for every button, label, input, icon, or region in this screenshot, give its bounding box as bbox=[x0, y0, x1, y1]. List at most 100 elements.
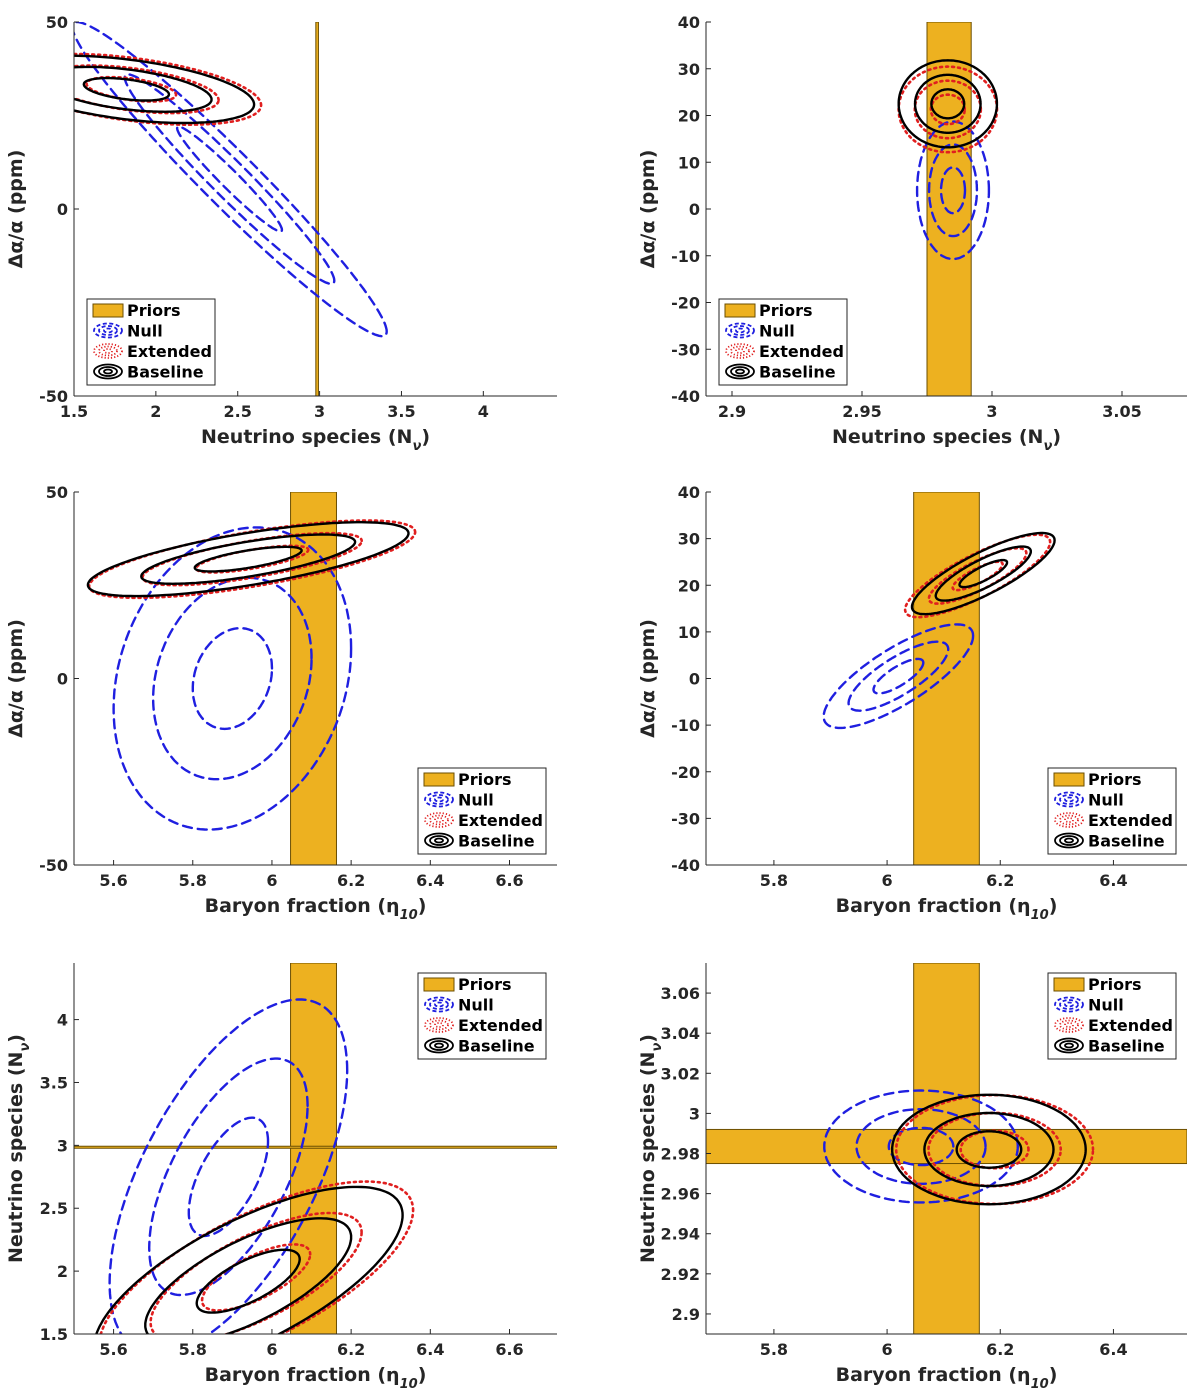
legend-extended-swatch bbox=[725, 343, 755, 359]
legend-extended-swatch bbox=[93, 343, 123, 359]
baseline-contour-2 bbox=[913, 73, 982, 134]
y-tick-label: -10 bbox=[671, 247, 700, 266]
x-tick-label: 1.5 bbox=[60, 402, 88, 421]
baseline-contour-1 bbox=[82, 76, 171, 102]
legend-label-priors: Priors bbox=[458, 770, 512, 789]
x-tick-label: 6.4 bbox=[416, 871, 444, 890]
baseline-contour-3 bbox=[86, 521, 410, 598]
x-tick-label: 6.2 bbox=[337, 871, 365, 890]
x-tick-label: 6.6 bbox=[495, 871, 523, 890]
x-tick-label: 3 bbox=[986, 402, 997, 421]
plot-area bbox=[822, 492, 1056, 865]
legend-label-null: Null bbox=[1088, 791, 1124, 810]
plot-area bbox=[86, 492, 417, 865]
y-tick-label: 40 bbox=[678, 483, 700, 502]
legend-priors-swatch bbox=[423, 772, 455, 787]
legend-label-extended: Extended bbox=[1088, 811, 1173, 830]
y-tick-label: 10 bbox=[678, 153, 700, 172]
y-tick-label: 30 bbox=[678, 530, 700, 549]
legend-null-swatch bbox=[1054, 791, 1084, 808]
null-contour-2 bbox=[123, 73, 336, 285]
y-tick-label: 2.96 bbox=[661, 1185, 700, 1204]
x-tick-label: 2 bbox=[150, 402, 161, 421]
baseline-contour-1 bbox=[958, 558, 1009, 589]
legend-label-baseline: Baseline bbox=[458, 832, 535, 851]
null-contour-2 bbox=[927, 143, 979, 238]
y-tick-label: -30 bbox=[671, 340, 700, 359]
y-tick-label: 2.92 bbox=[661, 1265, 700, 1284]
y-tick-label: -10 bbox=[671, 716, 700, 735]
panel-5: 5.6 5.8 6 6.2 6.4 6.6 1.5 2 2.5 3 3.5 4 Baryon fract… bbox=[5, 963, 557, 1392]
x-tick-label: 5.8 bbox=[179, 1340, 207, 1359]
y-tick-label: -20 bbox=[671, 763, 700, 782]
x-tick-label: 2.9 bbox=[718, 402, 746, 421]
x-tick-label: 6.4 bbox=[1099, 1340, 1127, 1359]
extended-contour-1 bbox=[200, 1243, 312, 1312]
y-tick-label: 10 bbox=[678, 623, 700, 642]
y-tick-label: 0 bbox=[57, 670, 68, 689]
legend-label-baseline: Baseline bbox=[759, 363, 836, 382]
legend-priors-swatch bbox=[1053, 977, 1085, 992]
prior-band-1 bbox=[913, 492, 980, 865]
x-axis-label: Baryon fraction (η10) bbox=[205, 895, 427, 923]
baseline-contour-2 bbox=[74, 65, 213, 114]
x-axis-label: Baryon fraction (η10) bbox=[205, 1364, 427, 1392]
legend-label-extended: Extended bbox=[458, 811, 543, 830]
null-contour-1 bbox=[187, 1116, 270, 1238]
y-tick-label: -30 bbox=[671, 809, 700, 828]
legend-priors-swatch bbox=[1053, 772, 1085, 787]
y-tick-label: 0 bbox=[57, 200, 68, 219]
y-tick-label: 2 bbox=[57, 1262, 68, 1281]
legend-null-swatch bbox=[93, 322, 123, 339]
y-tick-label: 3.5 bbox=[40, 1073, 68, 1092]
extended-contour-1 bbox=[929, 93, 966, 126]
baseline-contour-3 bbox=[891, 1093, 1087, 1206]
null-contour-3 bbox=[108, 998, 349, 1334]
null-contour-2 bbox=[847, 640, 950, 712]
baseline-contour-3 bbox=[74, 54, 256, 125]
null-contour-3 bbox=[823, 1089, 1020, 1204]
y-tick-label: -20 bbox=[671, 294, 700, 313]
x-tick-label: 6.2 bbox=[337, 1340, 365, 1359]
x-tick-label: 6 bbox=[882, 871, 893, 890]
y-tick-label: 1.5 bbox=[40, 1325, 68, 1344]
x-tick-label: 6.4 bbox=[1099, 871, 1127, 890]
y-tick-label: 20 bbox=[678, 107, 700, 126]
baseline-contour-3 bbox=[897, 59, 999, 149]
y-axis-label: Δα/α (ppm) bbox=[5, 619, 27, 738]
legend-baseline-swatch bbox=[424, 832, 454, 849]
legend-extended-swatch bbox=[1054, 812, 1084, 828]
legend-label-extended: Extended bbox=[127, 342, 212, 361]
y-tick-label: 50 bbox=[46, 483, 68, 502]
legend-label-null: Null bbox=[1088, 996, 1124, 1015]
baseline-contour-3 bbox=[95, 1185, 404, 1334]
x-tick-label: 5.8 bbox=[760, 871, 788, 890]
legend-label-baseline: Baseline bbox=[1088, 832, 1165, 851]
baseline-contour-1 bbox=[930, 88, 966, 120]
legend-baseline-swatch bbox=[93, 363, 123, 380]
panel-2: 2.9 2.95 3 3.05 -40 -30 -20 -10 0 10 20 30 40 Neutrin… bbox=[637, 13, 1187, 454]
plot-area bbox=[706, 963, 1187, 1334]
plot-area bbox=[74, 22, 388, 396]
plot-area bbox=[74, 963, 557, 1334]
extended-contour-2 bbox=[149, 1211, 363, 1334]
legend-null-swatch bbox=[725, 322, 755, 339]
y-axis-label: Neutrino species (Nν) bbox=[637, 1034, 665, 1263]
x-tick-label: 3.5 bbox=[387, 402, 415, 421]
prior-band-2 bbox=[74, 1145, 557, 1149]
x-axis-label: Neutrino species (Nν) bbox=[832, 426, 1061, 454]
y-tick-label: 3 bbox=[689, 1104, 700, 1123]
y-tick-label: 4 bbox=[57, 1011, 68, 1030]
y-axis-label: Δα/α (ppm) bbox=[5, 150, 27, 269]
legend-baseline-swatch bbox=[1054, 832, 1084, 849]
y-tick-label: 0 bbox=[689, 200, 700, 219]
y-tick-label: 3 bbox=[57, 1136, 68, 1155]
y-tick-label: 3.02 bbox=[661, 1064, 700, 1083]
y-tick-label: -50 bbox=[39, 856, 68, 875]
baseline-contour-1 bbox=[955, 1130, 1023, 1170]
